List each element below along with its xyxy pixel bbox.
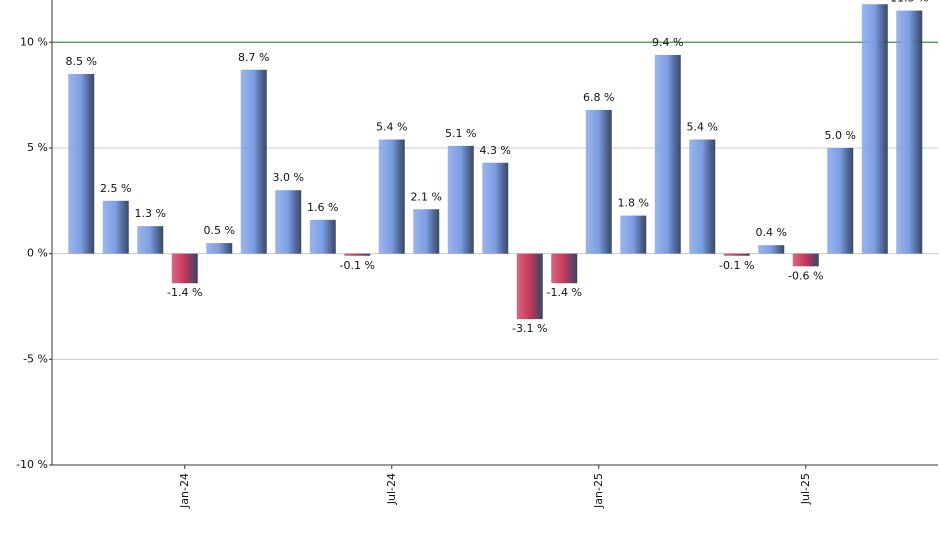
y-tick-label: 10 % <box>20 35 48 48</box>
bar <box>551 253 578 284</box>
bar <box>378 139 405 254</box>
y-tick-label: -5 % <box>23 352 48 365</box>
value-label: 0.4 % <box>756 226 787 239</box>
value-label: 2.1 % <box>411 190 442 203</box>
bar <box>240 69 267 254</box>
x-tick-label: Jan-25 <box>592 473 605 509</box>
bar <box>861 4 888 254</box>
value-label: -1.4 % <box>167 286 202 299</box>
value-label: 8.5 % <box>66 55 97 68</box>
value-label: 2.5 % <box>100 182 131 195</box>
bar <box>206 243 233 254</box>
value-label: 5.0 % <box>825 129 856 142</box>
value-label: -1.4 % <box>547 286 582 299</box>
bar <box>758 245 785 254</box>
bar <box>585 109 612 254</box>
bar <box>275 190 302 254</box>
value-label: 11.5 % <box>890 0 928 5</box>
y-tick-label: 0 % <box>27 247 48 260</box>
value-label: 1.8 % <box>618 197 649 210</box>
value-label: 8.7 % <box>238 51 269 64</box>
bar <box>344 253 371 256</box>
value-label: -0.6 % <box>788 269 823 282</box>
bar <box>102 200 129 254</box>
value-label: -3.1 % <box>512 322 547 335</box>
x-tick-label: Jul-24 <box>385 473 398 505</box>
value-label: 4.3 % <box>480 144 511 157</box>
bar <box>792 253 819 267</box>
value-label: 5.4 % <box>376 121 407 134</box>
value-label: 1.6 % <box>307 201 338 214</box>
value-label: 6.8 % <box>583 91 614 104</box>
bar <box>68 73 95 254</box>
x-tick-label: Jan-24 <box>178 473 191 509</box>
value-label: -0.1 % <box>719 259 754 272</box>
value-label: -0.1 % <box>340 259 375 272</box>
bar <box>827 147 854 254</box>
bar <box>309 219 336 254</box>
bar <box>482 162 509 254</box>
bar <box>447 145 474 254</box>
value-label: 0.5 % <box>204 224 235 237</box>
bar <box>896 10 923 254</box>
bar <box>654 54 681 254</box>
value-label: 1.3 % <box>135 207 166 220</box>
value-label: 9.4 % <box>652 36 683 49</box>
bar <box>171 253 198 284</box>
value-label: 5.1 % <box>445 127 476 140</box>
value-label: 5.4 % <box>687 121 718 134</box>
y-tick-label: -10 % <box>16 458 48 471</box>
bar <box>137 226 164 254</box>
bar <box>689 139 716 254</box>
bar <box>413 209 440 254</box>
x-tick-label: Jul-25 <box>799 473 812 505</box>
y-tick-label: 5 % <box>27 141 48 154</box>
bar <box>516 253 543 320</box>
bar <box>723 253 750 256</box>
bar <box>620 215 647 254</box>
value-label: 3.0 % <box>273 171 304 184</box>
